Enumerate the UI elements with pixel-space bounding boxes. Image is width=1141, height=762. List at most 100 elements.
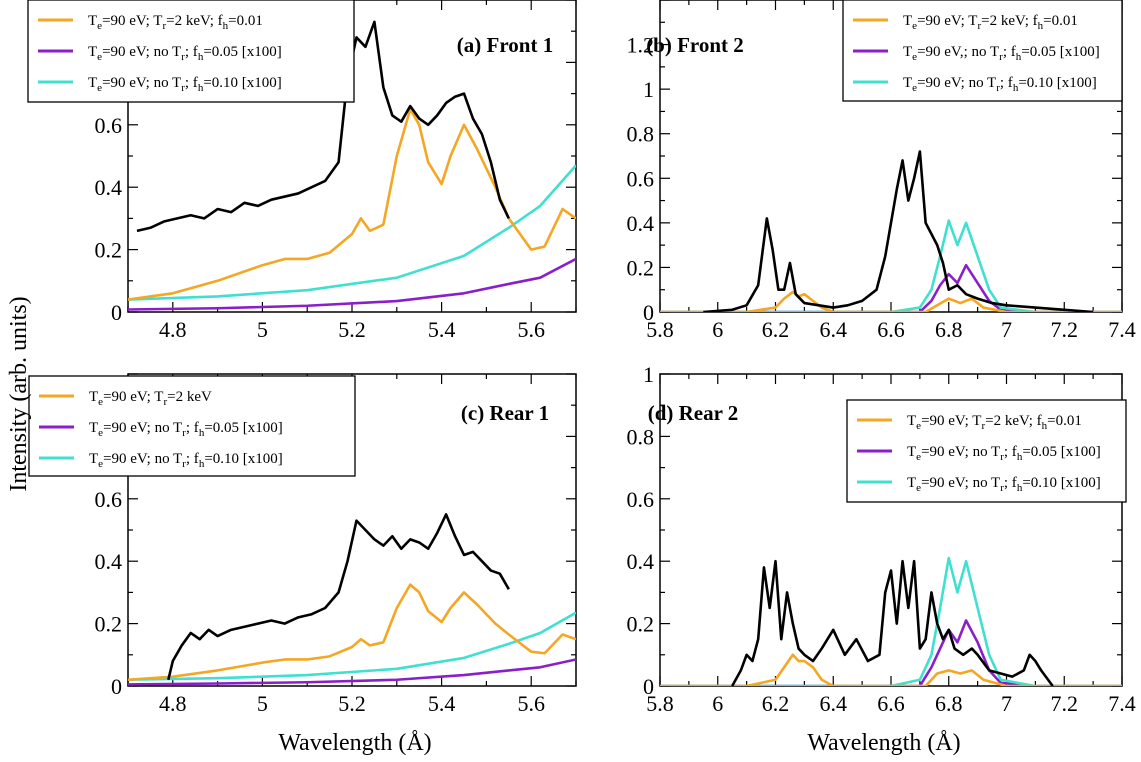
x-tick-label: 5.6 <box>517 691 545 716</box>
x-tick-label: 6.2 <box>762 691 790 716</box>
x-tick-label: 5.8 <box>646 317 674 342</box>
legend-entry: Te=90 eV; no Tr; fh=0.10 [x100] <box>88 75 282 94</box>
y-tick-label: 0 <box>643 674 654 699</box>
y-tick-label: 0.2 <box>627 612 655 637</box>
x-tick-label: 5.4 <box>428 691 456 716</box>
legend-entry: Te=90 eV; no Tr; fh=0.05 [x100] <box>907 444 1101 463</box>
x-tick-label: 7.4 <box>1108 317 1136 342</box>
x-tick-label: 6 <box>712 691 723 716</box>
x-tick-label: 7.4 <box>1108 691 1136 716</box>
x-tick-label: 6.4 <box>820 691 848 716</box>
panel-d: 5.8 6 6.2 6.4 6.6 6.8 7 7.2 7.4 0 0.2 0.4 0.6 0.8 1 (d)… <box>627 362 1136 716</box>
y-tick-label: 0.4 <box>95 175 123 200</box>
series-line-tr2kev <box>128 107 576 301</box>
x-tick-label: 6.6 <box>877 317 905 342</box>
panel-label: (d) Rear 2 <box>648 401 739 425</box>
x-tick-label: 6.8 <box>935 691 963 716</box>
y-tick-label: 0.6 <box>95 487 123 512</box>
series-group <box>128 513 576 686</box>
y-tick-label: 0.8 <box>627 424 655 449</box>
y-tick-label: 0.4 <box>627 211 655 236</box>
y-tick-label: 1 <box>643 77 654 102</box>
experiment-line <box>136 20 510 233</box>
series-line-f005 <box>128 257 576 311</box>
series-group <box>660 556 1122 686</box>
y-tick-label: 0.6 <box>95 113 123 138</box>
experiment-line <box>731 559 1054 686</box>
legend-entry: Te=90 eV; no Tr; fh=0.05 [x100] <box>89 420 283 439</box>
legend: Te=90 eV; Tr=2 keV Te=90 eV; no Tr; fh=0.… <box>28 375 356 477</box>
legend-entry: Te=90 eV; Tr=2 keV; fh=0.01 <box>907 413 1082 432</box>
legend: Te=90 eV; Tr=2 keV; fh=0.01 Te=90 eV; no … <box>27 0 355 103</box>
y-tick-label: 0.4 <box>627 549 655 574</box>
y-tick-label: 0.2 <box>95 238 123 263</box>
panel-label: (b) Front 2 <box>646 33 744 57</box>
legend: Te=90 eV; Tr=2 keV; fh=0.01 Te=90 eV; no … <box>846 399 1127 503</box>
legend-entry: Te=90 eV; no Tr; fh=0.10 [x100] <box>907 475 1101 494</box>
series-line-f005 <box>128 658 576 686</box>
x-axis-label-left: Wavelength (Å) <box>278 730 431 756</box>
x-tick-label: 5.2 <box>338 317 366 342</box>
legend: Te=90 eV; Tr=2 keV; fh=0.01 Te=90 eV,; no… <box>842 0 1123 102</box>
x-tick-label: 5 <box>257 317 268 342</box>
y-tick-label: 0 <box>643 300 654 325</box>
legend-box <box>846 399 1127 503</box>
x-tick-label: 6.8 <box>935 317 963 342</box>
x-tick-label: 7 <box>1001 317 1012 342</box>
series-group <box>660 150 1122 312</box>
x-tick-label: 6 <box>712 317 723 342</box>
series-line-f010 <box>660 556 1122 686</box>
y-tick-label: 0.4 <box>95 549 123 574</box>
legend-entry: Te=90 eV; Tr=2 keV; fh=0.01 <box>88 13 263 32</box>
series-line-f010 <box>660 219 1122 312</box>
y-tick-label: 0 <box>111 300 122 325</box>
series-line-f005 <box>660 619 1122 686</box>
legend-entry: Te=90 eV,; no Tr; fh=0.05 [x100] <box>903 44 1100 63</box>
x-tick-label: 6.6 <box>877 691 905 716</box>
x-tick-label: 5 <box>257 691 268 716</box>
x-tick-label: 6.2 <box>762 317 790 342</box>
y-tick-label: 1 <box>643 362 654 387</box>
x-tick-label: 7.2 <box>1051 691 1079 716</box>
series-line-f010 <box>128 164 576 301</box>
series-line-tr2kev <box>128 583 576 682</box>
y-tick-label: 0 <box>111 674 122 699</box>
x-tick-label: 5.4 <box>428 317 456 342</box>
legend-box <box>842 0 1123 102</box>
x-axis-label-right: Wavelength (Å) <box>807 730 960 756</box>
experiment-line <box>703 150 1094 312</box>
panels-group: 4.8 5 5.2 5.4 5.6 0 0.2 0.4 0.6 0.8 (a) Front 1 Te=… <box>27 0 1136 716</box>
panel-label: (a) Front 1 <box>457 33 553 57</box>
x-tick-label: 4.8 <box>159 317 187 342</box>
x-tick-label: 7 <box>1001 691 1012 716</box>
x-tick-label: 4.8 <box>159 691 187 716</box>
series-line-tr2kev <box>660 290 1122 312</box>
panel-a: 4.855.25.45.600.20.40.60.8(a) Front 1Te=… <box>27 0 577 342</box>
y-tick-label: 0.8 <box>627 122 655 147</box>
y-tick-label: 1.2 <box>627 33 655 58</box>
legend-entry: Te=90 eV; Tr=2 keV <box>89 389 212 408</box>
y-tick-label: 0.6 <box>627 487 655 512</box>
legend-box <box>27 0 355 103</box>
y-tick-label: 0.6 <box>627 166 655 191</box>
legend-entry: Te=90 eV; no Tr; fh=0.10 [x100] <box>903 75 1097 94</box>
x-tick-label: 6.4 <box>820 317 848 342</box>
series-line-f010 <box>128 611 576 682</box>
x-tick-label: 5.6 <box>517 317 545 342</box>
y-tick-label: 0.2 <box>627 255 655 280</box>
x-tick-label: 7.2 <box>1051 317 1079 342</box>
panel-c: 4.8 5 5.2 5.4 5.6 0 0.2 0.4 0.6 (c) Rear 1 Te=90 e… <box>28 373 577 716</box>
experiment-line <box>167 513 510 681</box>
x-tick-label: 5.8 <box>646 691 674 716</box>
series-line-tr2kev <box>660 653 1122 686</box>
legend-entry: Te=90 eV; no Tr; fh=0.05 [x100] <box>88 44 282 63</box>
legend-entry: Te=90 eV; Tr=2 keV; fh=0.01 <box>903 13 1078 32</box>
panel-b: 5.8 6 6.2 6.4 6.6 6.8 7 7.2 7.4 0 0.2 0.4 0.6 0.8 1 1.2… <box>627 0 1136 342</box>
series-group <box>128 20 576 311</box>
x-tick-label: 5.2 <box>338 691 366 716</box>
y-axis-label: Intensity (arb. units) <box>6 296 32 491</box>
panel-label: (c) Rear 1 <box>461 401 549 425</box>
legend-entry: Te=90 eV; no Tr; fh=0.10 [x100] <box>89 451 283 470</box>
y-tick-label: 0.2 <box>95 612 123 637</box>
